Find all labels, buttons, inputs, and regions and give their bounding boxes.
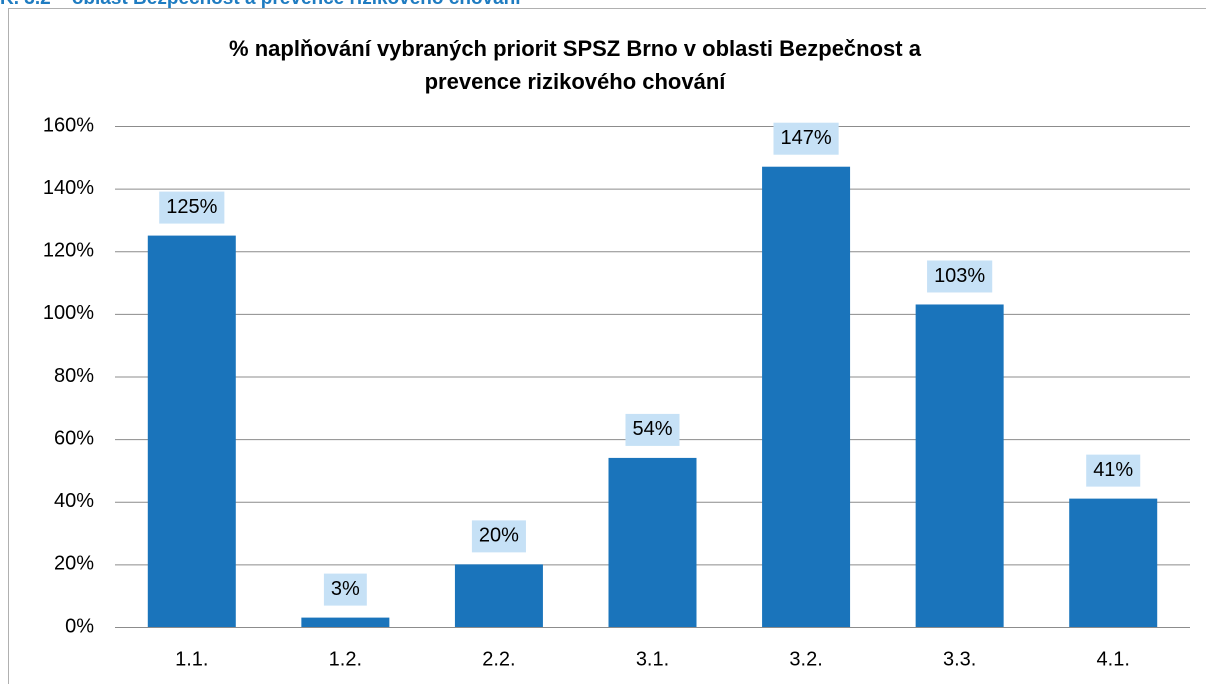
data-label: 41% — [1093, 459, 1133, 481]
data-label-bg — [773, 122, 839, 155]
data-label: 20% — [479, 525, 519, 547]
data-label: 103% — [934, 265, 985, 287]
bar — [301, 617, 390, 627]
data-label: 147% — [780, 127, 831, 149]
data-label-bg — [323, 573, 367, 606]
data-label-bg — [159, 191, 225, 224]
x-tick-label: 1.2. — [329, 648, 362, 670]
data-label: 54% — [632, 418, 672, 440]
chart-title: % naplňování vybraných priorit SPSZ Brno… — [229, 36, 922, 61]
x-tick-label: 4.1. — [1097, 648, 1130, 670]
y-tick-label: 0% — [65, 615, 94, 637]
bar — [608, 457, 697, 627]
caption: K. 3.2 – oblast Bezpečnost a prevence ri… — [0, 0, 521, 9]
y-tick-label: 120% — [43, 240, 94, 262]
bar — [454, 564, 543, 627]
x-tick-label: 2.2. — [482, 648, 515, 670]
y-tick-label: 80% — [54, 365, 94, 387]
x-tick-label: 1.1. — [175, 648, 208, 670]
data-label-bg — [625, 413, 680, 446]
bar — [147, 235, 236, 627]
y-tick-label: 20% — [54, 553, 94, 575]
bar — [1069, 498, 1158, 627]
data-label-bg — [927, 260, 993, 293]
y-tick-label: 40% — [54, 490, 94, 512]
y-tick-label: 160% — [43, 114, 94, 136]
x-tick-label: 3.1. — [636, 648, 669, 670]
data-label-bg — [1086, 454, 1141, 487]
y-tick-label: 60% — [54, 427, 94, 449]
data-label: 3% — [331, 578, 360, 600]
x-tick-label: 3.2. — [789, 648, 822, 670]
x-tick-label: 3.3. — [943, 648, 976, 670]
chart-frame — [8, 8, 1206, 684]
y-tick-label: 140% — [43, 177, 94, 199]
data-label-bg — [471, 520, 526, 553]
bar — [762, 166, 851, 628]
chart-title: prevence rizikového chování — [425, 69, 727, 94]
data-label: 125% — [166, 196, 217, 218]
y-tick-label: 100% — [43, 302, 94, 324]
bar — [915, 304, 1004, 627]
